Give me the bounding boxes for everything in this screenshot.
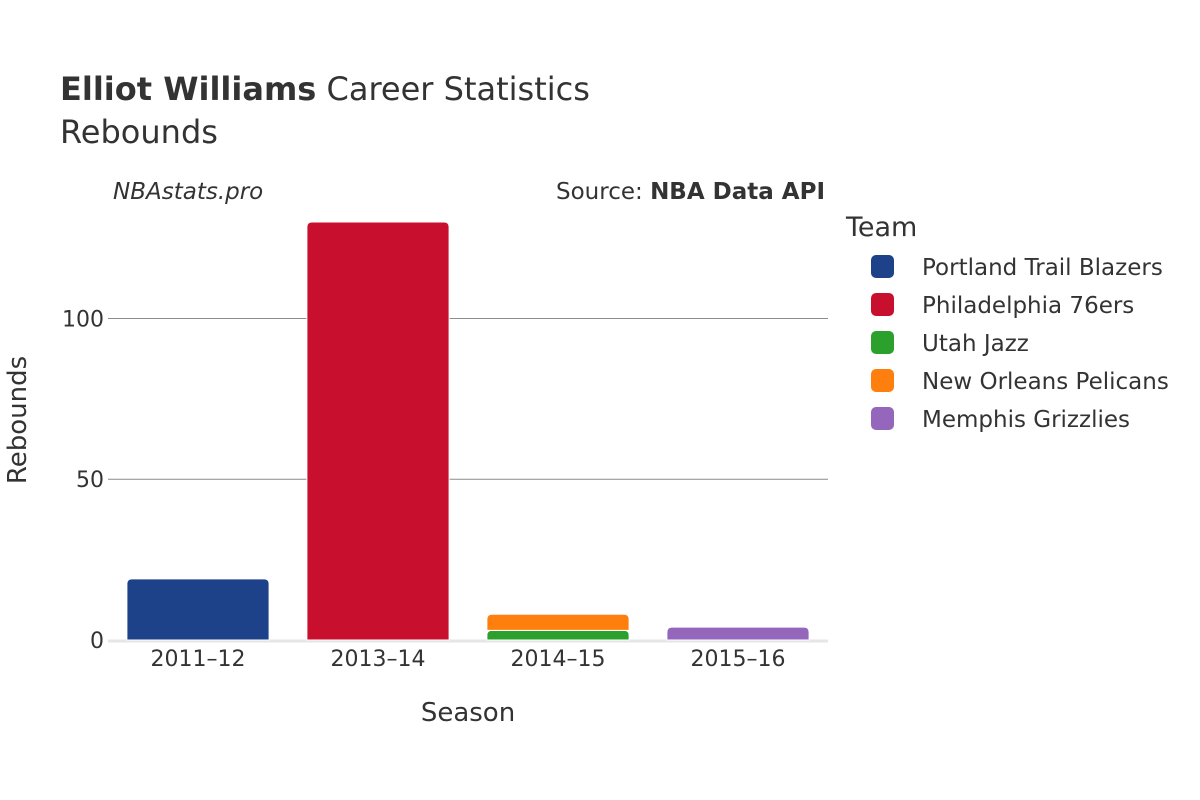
source-text: Source: NBA Data API — [556, 179, 825, 205]
x-axis-label: Season — [421, 698, 515, 728]
legend-item[interactable]: Utah Jazz — [871, 331, 1029, 357]
bar: Portland Trail Blazers 2011–12: 19 — [126, 578, 270, 641]
x-tick-label: 2014–15 — [511, 647, 606, 672]
legend-swatch — [871, 369, 894, 392]
y-tick-labels: 0 50 100 — [62, 307, 104, 654]
bar: Memphis Grizzlies 2015–16: 4 — [666, 626, 810, 641]
x-tick-label: 2011–12 — [151, 647, 246, 672]
x-tick-label: 2015–16 — [691, 647, 786, 672]
legend-swatch — [871, 293, 894, 316]
chart-subtitle: Rebounds — [60, 113, 218, 151]
legend-label: New Orleans Pelicans — [922, 369, 1169, 395]
bar: Utah Jazz 2014–15: 3 — [486, 629, 630, 641]
legend-label: Utah Jazz — [922, 331, 1029, 357]
y-tick-label: 50 — [76, 468, 104, 493]
watermark: NBAstats.pro — [113, 179, 263, 205]
legend-item[interactable]: New Orleans Pelicans — [871, 369, 1169, 395]
chart-title-rest: Career Statistics — [316, 70, 590, 108]
bars: Portland Trail Blazers 2011–12: 19 Philad… — [126, 221, 810, 641]
legend-item[interactable]: Memphis Grizzlies — [871, 407, 1130, 433]
gridlines — [108, 317, 828, 643]
x-tick-label: 2013–14 — [331, 647, 426, 672]
legend-label: Memphis Grizzlies — [922, 407, 1130, 433]
chart-title: Elliot Williams Career Statistics — [60, 70, 590, 108]
bar: New Orleans Pelicans 2014–15: 5 — [486, 613, 630, 631]
chart-title-player: Elliot Williams — [60, 70, 316, 108]
legend-title: Team — [845, 212, 917, 243]
legend-label: Philadelphia 76ers — [922, 293, 1134, 319]
legend-swatch — [871, 331, 894, 354]
source-value: NBA Data API — [650, 179, 825, 205]
y-tick-label: 100 — [62, 307, 104, 332]
legend-swatch — [871, 255, 894, 278]
legend-swatch — [871, 407, 894, 430]
bar: Philadelphia 76ers 2013–14: 130 — [306, 221, 450, 641]
legend-item[interactable]: Philadelphia 76ers — [871, 293, 1134, 319]
y-tick-label: 0 — [90, 629, 104, 654]
legend: Portland Trail Blazers Philadelphia 76ers… — [871, 255, 1169, 433]
legend-label: Portland Trail Blazers — [922, 255, 1163, 281]
y-axis-label: Rebounds — [3, 356, 33, 484]
x-tick-labels: 2011–12 2013–14 2014–15 2015–16 — [151, 647, 786, 672]
source-label: Source: — [556, 179, 650, 205]
legend-item[interactable]: Portland Trail Blazers — [871, 255, 1163, 281]
